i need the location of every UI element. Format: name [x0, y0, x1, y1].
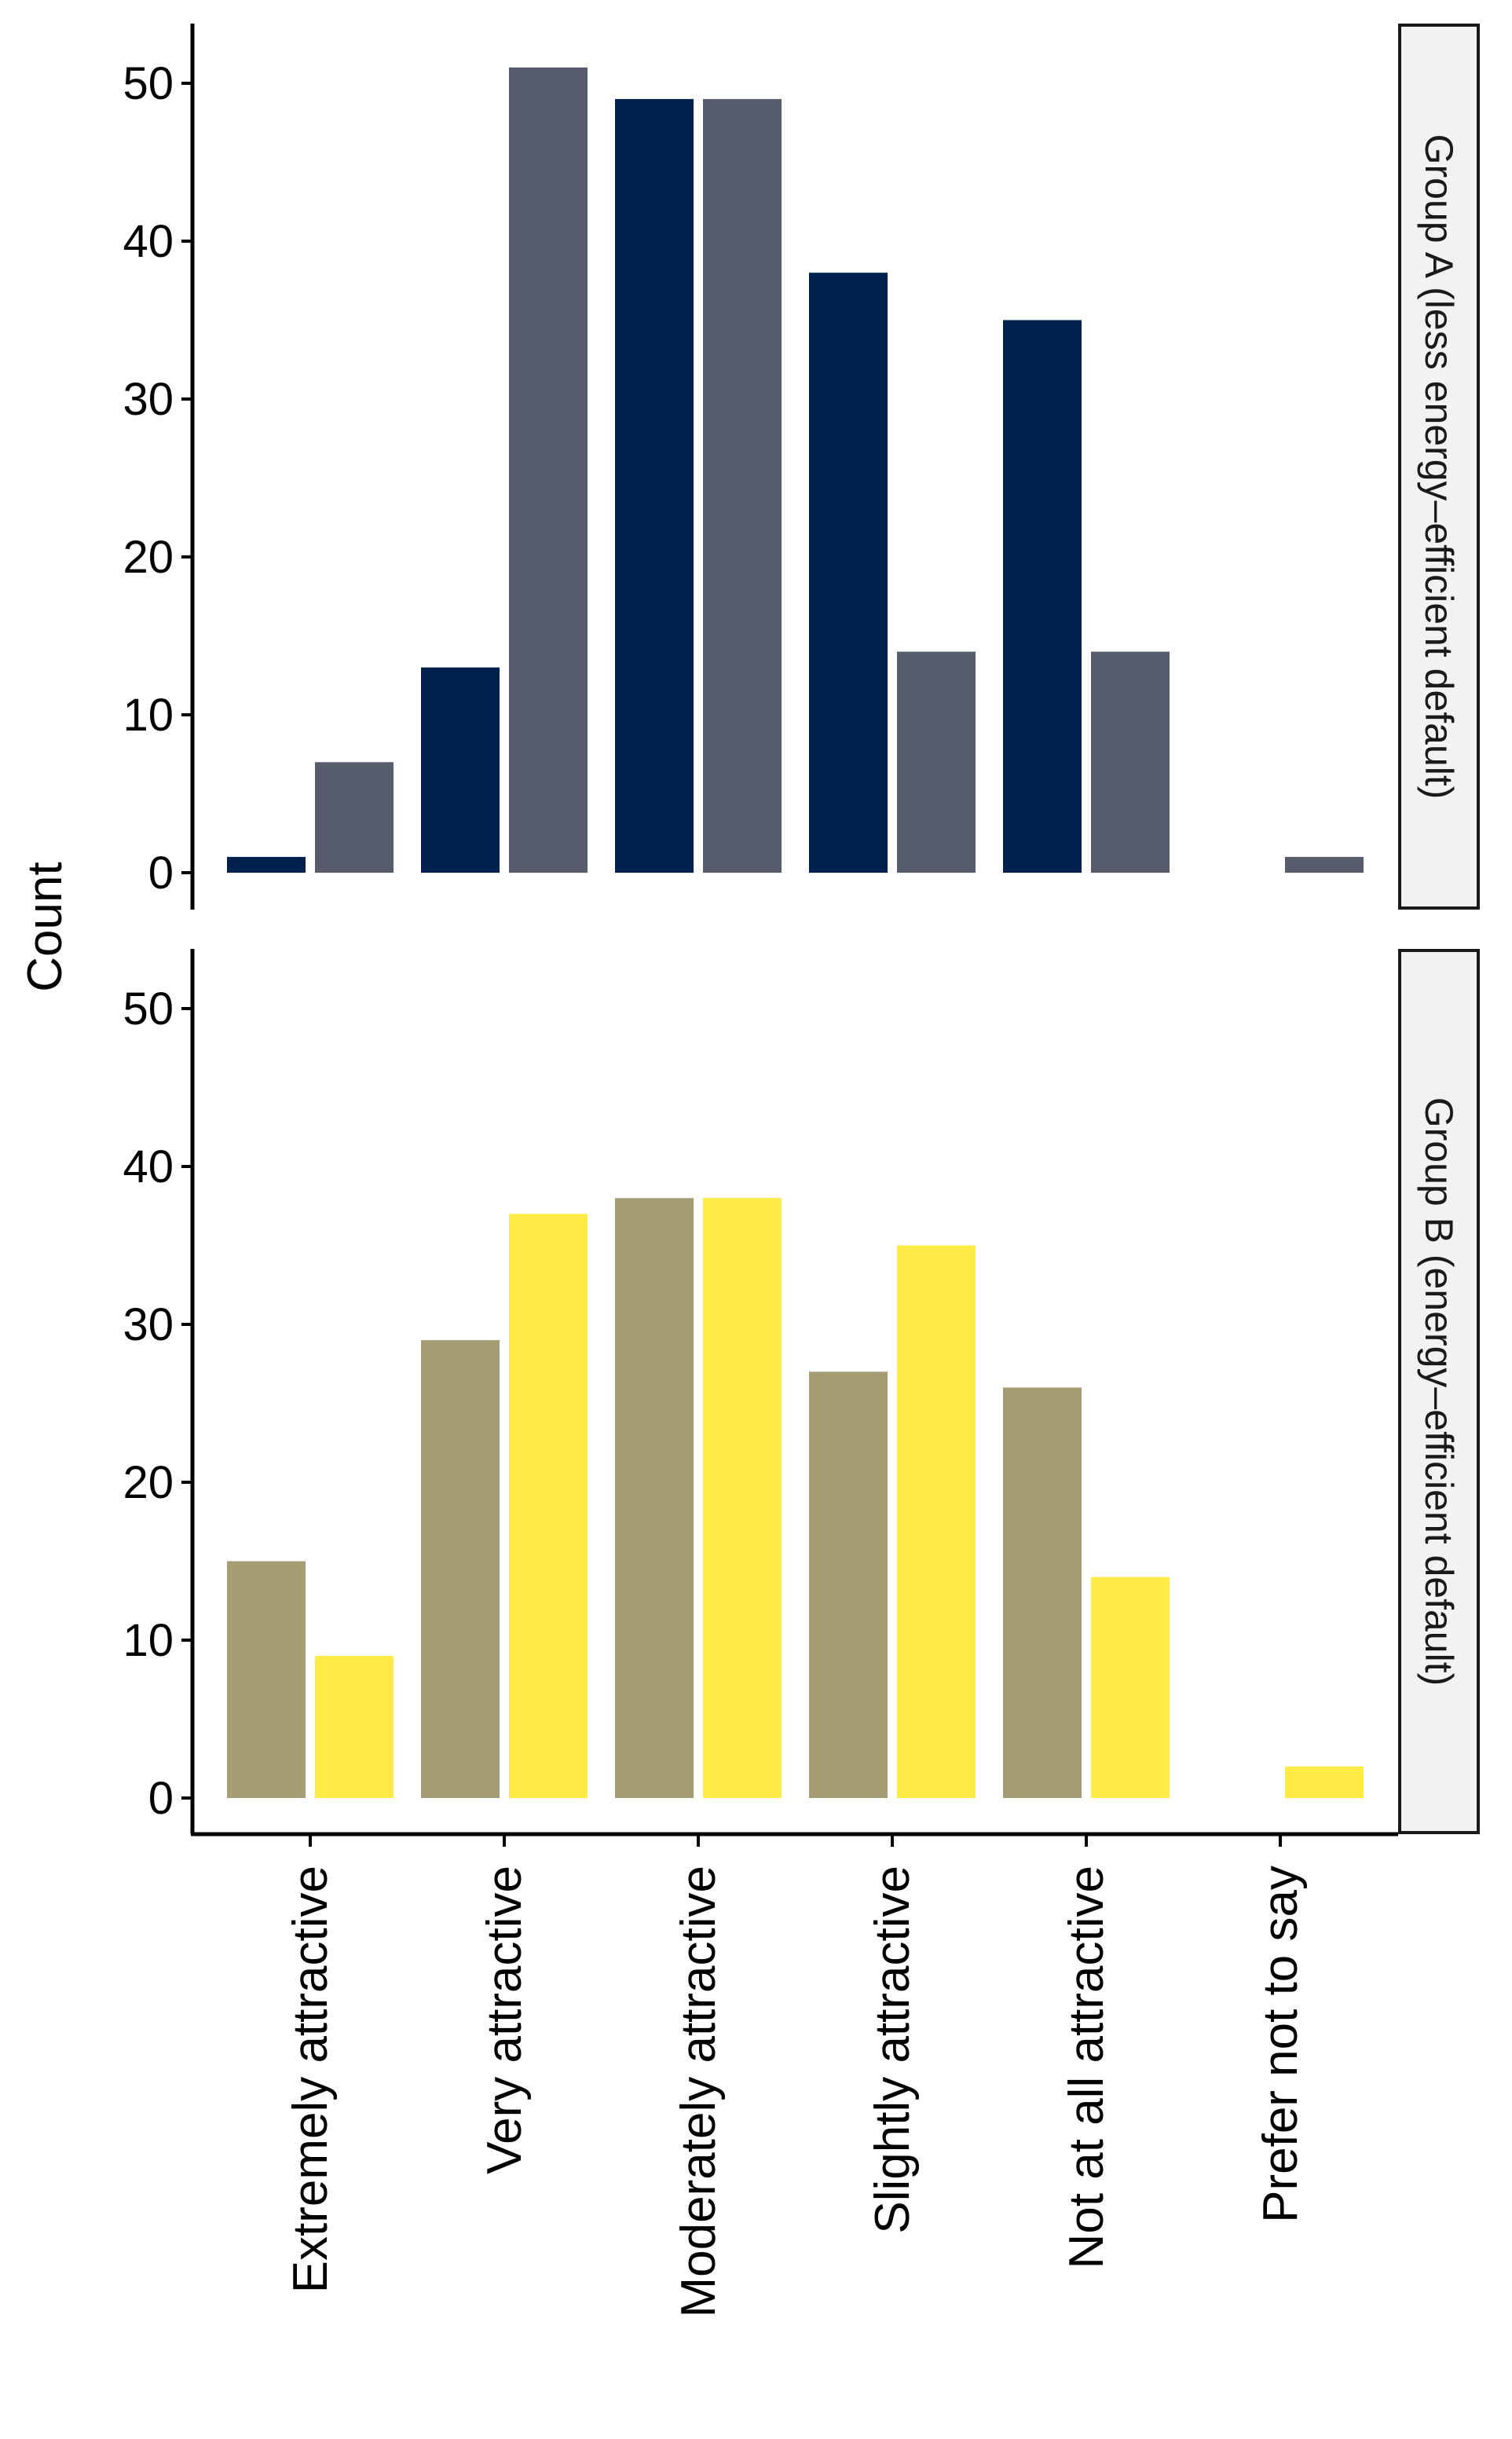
bar-panel2-series2-cat5 [1091, 1577, 1170, 1798]
y-tick-label: 0 [148, 848, 174, 899]
bar-panel2-series1-cat3 [615, 1198, 694, 1798]
facet-strip-label: Group A (less energy–efficient default) [1417, 134, 1461, 800]
panel-group-a: 0 10 20 30 40 50 Group A (less energy–efficien… [123, 24, 1480, 910]
panel-group-b: 0 10 20 30 40 50 Group B (energy–efficient def… [123, 949, 1480, 1834]
bar-panel2-series2-cat2 [509, 1214, 588, 1798]
y-tick-label: 10 [123, 1615, 174, 1666]
bar-panel1-series1-cat2 [421, 667, 500, 873]
bar-panel2-series1-cat1 [227, 1561, 306, 1798]
x-tick-label: Prefer not to say [1254, 1866, 1308, 2223]
y-tick-label: 50 [123, 983, 174, 1035]
y-tick-label: 0 [148, 1773, 174, 1824]
bar-panel2-series1-cat5 [1003, 1387, 1082, 1798]
y-tick-label: 40 [123, 1141, 174, 1192]
bar-panel1-series1-cat1 [227, 856, 306, 873]
bar-panel1-series2-cat2 [509, 67, 588, 873]
bar-panel1-series1-cat3 [615, 99, 694, 873]
x-tick-label: Extremely attractive [284, 1866, 338, 2293]
y-axis-title: Count [18, 862, 72, 991]
bar-panel1-series2-cat5 [1091, 651, 1170, 873]
bar-panel1-series2-cat6 [1285, 856, 1364, 873]
facet-strip [1398, 24, 1480, 910]
bar-panel2-series2-cat1 [315, 1656, 394, 1798]
bar-panel2-series1-cat2 [421, 1340, 500, 1798]
y-tick-label: 10 [123, 690, 174, 741]
y-tick-label: 30 [123, 1299, 174, 1350]
bar-panel2-series2-cat6 [1285, 1766, 1364, 1798]
bar-panel1-series1-cat4 [809, 273, 888, 873]
facet-strip-label: Group B (energy–efficient default) [1417, 1097, 1461, 1686]
bar-panel1-series2-cat1 [315, 762, 394, 873]
x-tick-label: Moderately attractive [672, 1866, 726, 2317]
y-tick-label: 40 [123, 216, 174, 267]
bar-panel1-series2-cat4 [897, 651, 976, 873]
y-tick-label: 20 [123, 1457, 174, 1508]
x-tick-label: Very attractive [478, 1866, 532, 2174]
bar-panel2-series2-cat4 [897, 1245, 976, 1798]
bar-panel2-series1-cat4 [809, 1371, 888, 1798]
y-tick-label: 30 [123, 374, 174, 425]
bar-panel1-series2-cat3 [703, 99, 782, 873]
x-tick-label: Not at all attractive [1060, 1866, 1114, 2269]
bar-panel1-series1-cat5 [1003, 320, 1082, 873]
facet-strip [1398, 949, 1480, 1834]
x-tick-label: Slightly attractive [866, 1866, 920, 2234]
y-tick-label: 20 [123, 532, 174, 583]
bar-panel2-series2-cat3 [703, 1198, 782, 1798]
y-tick-label: 50 [123, 58, 174, 109]
